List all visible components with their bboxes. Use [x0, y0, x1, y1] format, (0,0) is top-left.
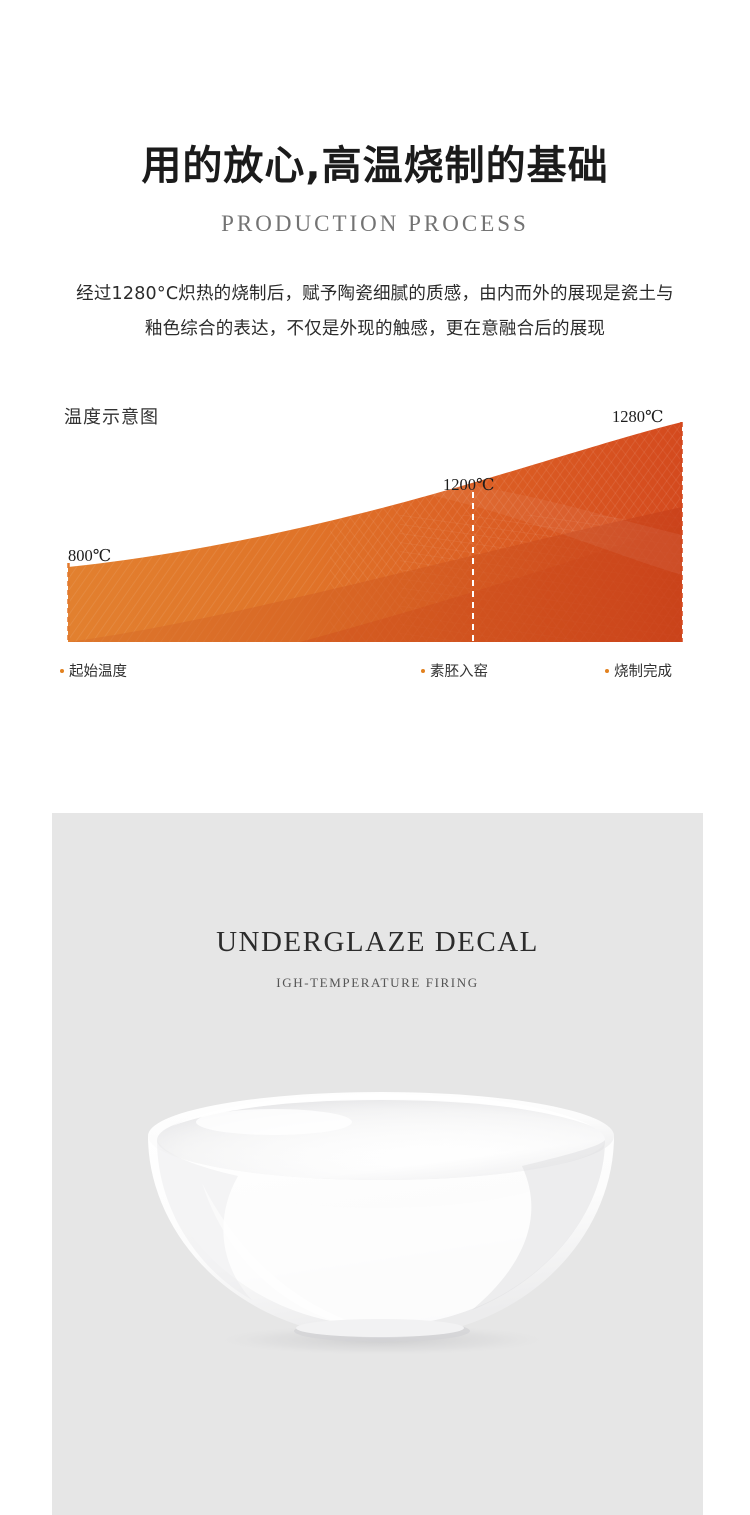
- bullet-dot-icon: [605, 668, 609, 673]
- chart-title: 温度示意图: [64, 407, 159, 428]
- product-image-ceramic-bowl: [52, 1088, 703, 1378]
- axis-label-kiln-entry-text: 素胚入窑: [430, 664, 488, 680]
- chart-label-start-temperature: 800℃: [68, 546, 112, 565]
- page-title: 用的放心,高温烧制的基础: [141, 143, 609, 189]
- axis-label-firing-complete-text: 烧制完成: [614, 664, 672, 680]
- product-heading: UNDERGLAZE DECAL: [216, 926, 539, 958]
- page-header: 用的放心,高温烧制的基础 PRODUCTION PROCESS: [0, 0, 750, 237]
- chart-plot-area: [0, 395, 750, 675]
- temperature-chart: 温度示意图: [0, 395, 750, 695]
- chart-label-end-temperature: 1280℃: [612, 407, 664, 426]
- bullet-dot-icon: [421, 668, 425, 673]
- axis-label-firing-complete: 烧制完成: [605, 660, 672, 681]
- axis-label-start-text: 起始温度: [69, 664, 127, 680]
- chart-axis-labels: 起始温度 素胚入窑 烧制完成: [0, 660, 750, 690]
- axis-label-start: 起始温度: [60, 660, 127, 681]
- axis-label-kiln-entry: 素胚入窑: [421, 660, 488, 681]
- description-paragraph: 经过1280°C炽热的烧制后，赋予陶瓷细腻的质感，由内而外的展现是瓷土与釉色综合…: [76, 284, 674, 339]
- chart-label-mid-temperature: 1200℃: [443, 475, 495, 494]
- product-subheading: IGH-TEMPERATURE FIRING: [276, 975, 479, 990]
- page-subtitle: PRODUCTION PROCESS: [221, 211, 529, 236]
- product-showcase-panel: UNDERGLAZE DECAL IGH-TEMPERATURE FIRING: [52, 813, 703, 1515]
- bullet-dot-icon: [60, 668, 64, 673]
